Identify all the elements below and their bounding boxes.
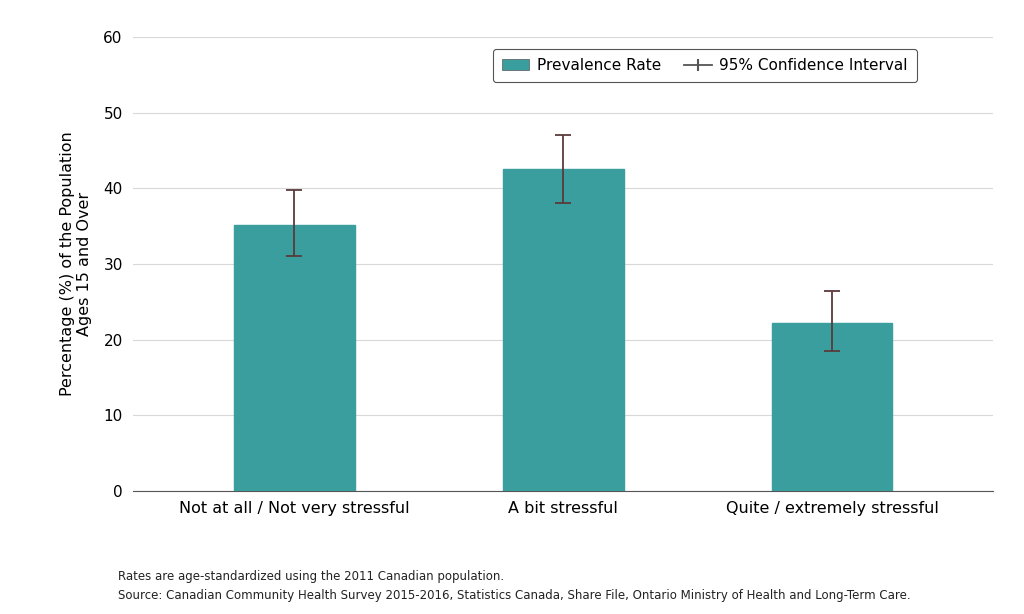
Bar <box>503 169 624 491</box>
Text: Source: Canadian Community Health Survey 2015-2016, Statistics Canada, Share Fil: Source: Canadian Community Health Survey… <box>118 589 910 602</box>
Bar <box>233 225 355 491</box>
Y-axis label: Percentage (%) of the Population
Ages 15 and Over: Percentage (%) of the Population Ages 15… <box>59 131 92 397</box>
Text: Rates are age-standardized using the 2011 Canadian population.: Rates are age-standardized using the 201… <box>118 570 504 583</box>
Legend: Prevalence Rate, 95% Confidence Interval: Prevalence Rate, 95% Confidence Interval <box>493 49 916 82</box>
Bar <box>771 323 893 491</box>
